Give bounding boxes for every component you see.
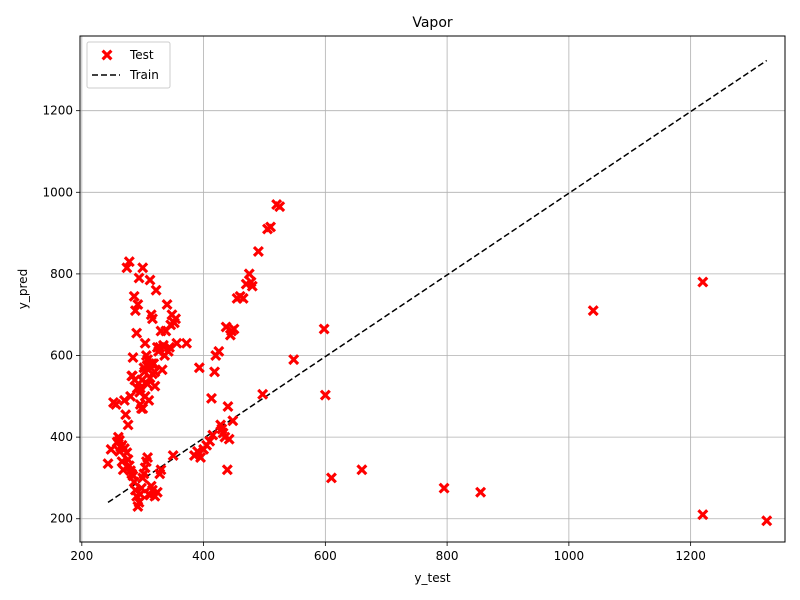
test-point xyxy=(356,464,368,476)
grid-lines xyxy=(80,36,785,542)
test-point xyxy=(139,337,151,349)
test-point xyxy=(243,268,255,280)
test-point xyxy=(319,389,331,401)
y-tick-label: 800 xyxy=(50,267,73,281)
test-point xyxy=(221,464,233,476)
test-point xyxy=(122,419,134,431)
train-line xyxy=(107,59,768,504)
test-point xyxy=(151,486,163,498)
x-tick-label: 1200 xyxy=(675,549,706,563)
y-tick-label: 1200 xyxy=(42,104,73,118)
test-point xyxy=(155,464,167,476)
y-tick-label: 400 xyxy=(50,430,73,444)
test-point xyxy=(227,415,239,427)
test-point xyxy=(156,364,168,376)
test-point xyxy=(143,358,155,370)
test-point xyxy=(204,435,216,447)
test-point xyxy=(274,201,286,213)
x-tick-label: 400 xyxy=(192,549,215,563)
test-point xyxy=(193,362,205,374)
test-point xyxy=(325,472,337,484)
test-point xyxy=(213,345,225,357)
test-point xyxy=(127,352,139,364)
test-point xyxy=(181,337,193,349)
test-point xyxy=(237,292,249,304)
y-axis-label: y_pred xyxy=(16,269,30,309)
test-points-layer xyxy=(102,199,773,527)
test-point xyxy=(137,403,149,415)
test-point xyxy=(133,272,145,284)
test-point xyxy=(146,358,158,370)
test-point xyxy=(146,313,158,325)
legend-train-label: Train xyxy=(129,68,159,82)
legend-test-label: Test xyxy=(129,48,154,62)
legend-x-icon xyxy=(101,49,113,61)
x-axis-ticks: 200 400 600 800 1000 1200 xyxy=(70,542,706,563)
test-point xyxy=(110,398,122,410)
test-point xyxy=(142,452,154,464)
x-tick-label: 800 xyxy=(436,549,459,563)
test-point xyxy=(161,299,173,311)
y-tick-label: 1000 xyxy=(42,185,73,199)
test-point xyxy=(144,274,156,286)
test-point xyxy=(209,366,221,378)
test-point xyxy=(139,390,151,402)
test-point xyxy=(265,221,277,233)
test-point xyxy=(207,429,219,441)
y-tick-label: 200 xyxy=(50,512,73,526)
test-point xyxy=(131,327,143,339)
test-point xyxy=(222,401,234,413)
test-point xyxy=(223,433,235,445)
train-line-layer xyxy=(107,59,768,504)
test-point xyxy=(120,409,132,421)
y-axis-ticks: 200 400 600 800 1000 1200 xyxy=(42,104,80,526)
legend: Test Train xyxy=(86,41,171,89)
test-point xyxy=(133,496,145,508)
test-point xyxy=(228,323,240,335)
test-point xyxy=(128,290,140,302)
x-tick-label: 1000 xyxy=(554,549,585,563)
legend-test-marker xyxy=(101,49,113,61)
test-point xyxy=(163,341,175,353)
x-tick-label: 200 xyxy=(70,549,93,563)
test-point xyxy=(170,313,182,325)
test-point xyxy=(318,323,330,335)
test-point xyxy=(438,482,450,494)
test-point xyxy=(206,392,217,404)
test-point xyxy=(123,256,135,268)
test-point xyxy=(252,245,264,257)
test-point xyxy=(257,388,269,400)
y-tick-label: 600 xyxy=(50,349,73,363)
test-point xyxy=(171,337,183,349)
test-point xyxy=(587,305,599,317)
test-point xyxy=(132,299,144,311)
test-point xyxy=(167,449,179,461)
x-tick-label: 600 xyxy=(314,549,337,563)
test-point xyxy=(150,284,162,296)
axes-frame xyxy=(79,35,786,543)
test-point xyxy=(195,452,207,464)
test-point xyxy=(149,380,161,392)
test-point xyxy=(149,366,161,378)
x-axis-label: y_test xyxy=(414,571,450,585)
test-point xyxy=(761,515,773,527)
test-point xyxy=(288,354,300,366)
test-point xyxy=(475,486,487,498)
test-point xyxy=(246,280,258,292)
test-point xyxy=(125,390,137,402)
test-point xyxy=(697,276,709,288)
test-point xyxy=(697,509,709,521)
test-point xyxy=(137,262,149,274)
test-point xyxy=(102,458,114,470)
chart-title: Vapor xyxy=(412,15,453,31)
